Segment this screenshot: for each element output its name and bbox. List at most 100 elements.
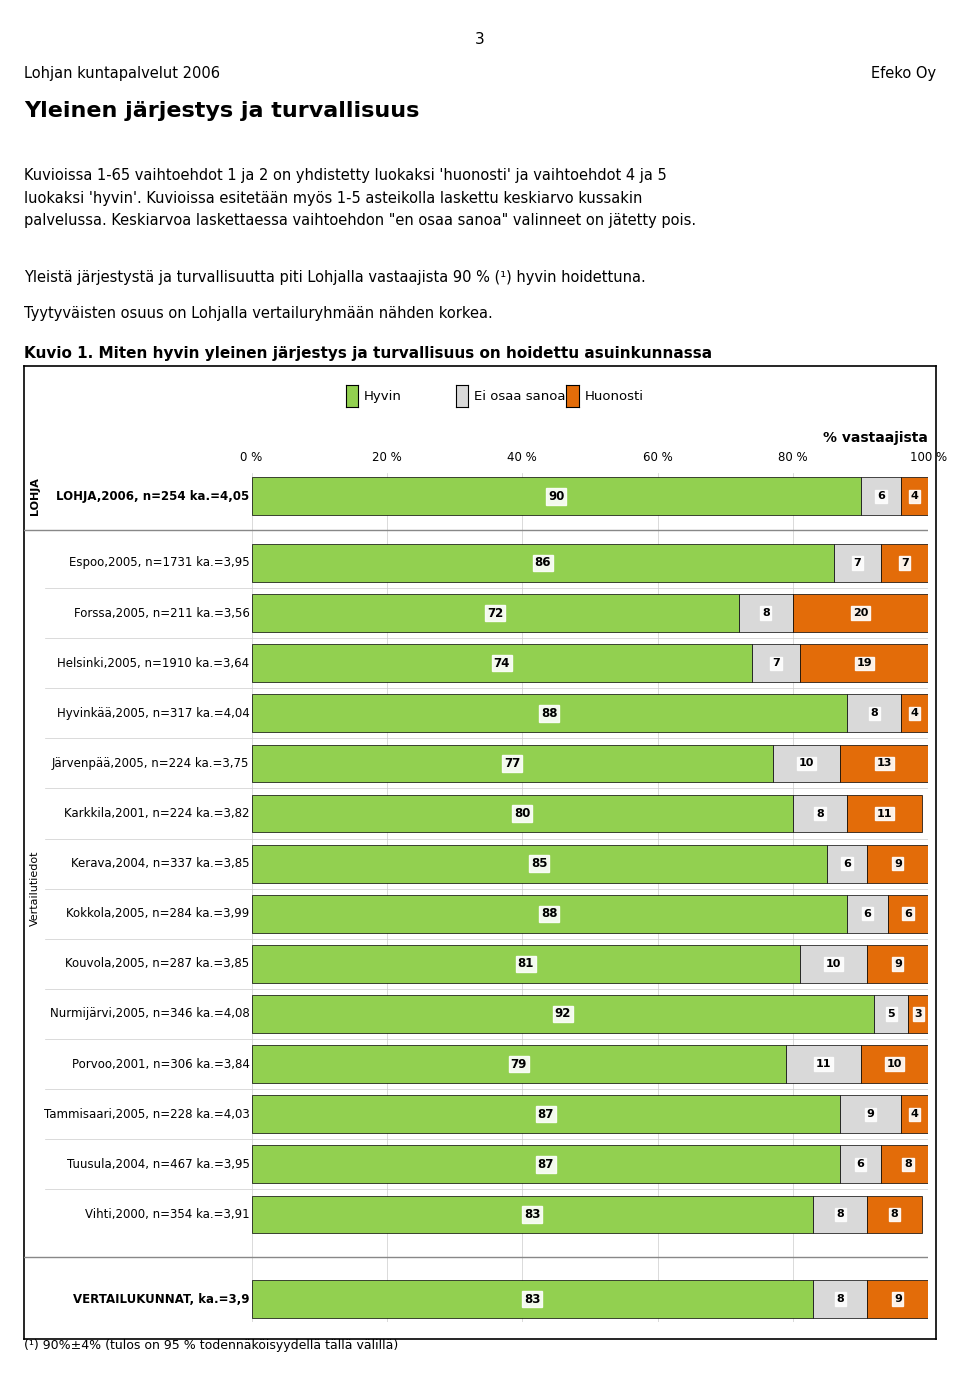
- Bar: [252, 845, 827, 883]
- Text: Kokkola,2005, n=284 ka.=3,99: Kokkola,2005, n=284 ka.=3,99: [66, 907, 250, 920]
- Text: Porvoo,2001, n=306 ka.=3,84: Porvoo,2001, n=306 ka.=3,84: [72, 1057, 250, 1071]
- Bar: [901, 477, 928, 515]
- Bar: [739, 595, 793, 632]
- Bar: [252, 477, 860, 515]
- Text: 10: 10: [799, 759, 814, 769]
- Text: 19: 19: [856, 658, 872, 668]
- Text: 13: 13: [876, 759, 892, 769]
- Bar: [252, 894, 847, 933]
- Bar: [252, 544, 833, 582]
- Text: 9: 9: [894, 858, 901, 868]
- Bar: [868, 1195, 922, 1234]
- Text: 6: 6: [856, 1159, 865, 1169]
- Text: 4: 4: [911, 491, 919, 501]
- Text: 10: 10: [887, 1058, 902, 1070]
- Bar: [881, 1145, 935, 1183]
- Text: Tuusula,2004, n=467 ka.=3,95: Tuusula,2004, n=467 ka.=3,95: [66, 1158, 250, 1170]
- Text: 87: 87: [538, 1108, 554, 1121]
- Text: Hyvinkää,2005, n=317 ka.=4,04: Hyvinkää,2005, n=317 ka.=4,04: [57, 707, 250, 720]
- Text: Kouvola,2005, n=287 ka.=3,85: Kouvola,2005, n=287 ka.=3,85: [65, 958, 250, 970]
- Bar: [847, 694, 901, 733]
- Bar: [793, 595, 928, 632]
- Text: 10: 10: [826, 959, 841, 969]
- Text: Järvenpää,2005, n=224 ka.=3,75: Järvenpää,2005, n=224 ka.=3,75: [52, 758, 250, 770]
- Bar: [881, 544, 928, 582]
- Text: 6: 6: [843, 858, 852, 868]
- Text: Ei osaa sanoa: Ei osaa sanoa: [474, 389, 565, 403]
- Text: 7: 7: [772, 658, 780, 668]
- Text: 20: 20: [852, 609, 869, 618]
- Text: 80: 80: [514, 807, 531, 820]
- Text: Yleistä järjestystä ja turvallisuutta piti Lohjalla vastaajista 90 % (¹) hyvin h: Yleistä järjestystä ja turvallisuutta pi…: [24, 270, 646, 286]
- Bar: [793, 795, 847, 832]
- Text: LOHJA,2006, n=254 ka.=4,05: LOHJA,2006, n=254 ka.=4,05: [57, 490, 250, 502]
- Text: Kuvio 1. Miten hyvin yleinen järjestys ja turvallisuus on hoidettu asuinkunnassa: Kuvio 1. Miten hyvin yleinen järjestys j…: [24, 346, 712, 362]
- Text: 9: 9: [894, 959, 901, 969]
- Bar: [753, 644, 800, 682]
- Bar: [252, 945, 800, 983]
- Bar: [901, 694, 928, 733]
- Text: 9: 9: [894, 1294, 901, 1304]
- Bar: [868, 845, 928, 883]
- Bar: [786, 1045, 860, 1083]
- Bar: [813, 1195, 868, 1234]
- Bar: [252, 1045, 786, 1083]
- Text: Nurmijärvi,2005, n=346 ka.=4,08: Nurmijärvi,2005, n=346 ka.=4,08: [50, 1007, 250, 1020]
- Bar: [252, 1096, 840, 1133]
- Text: (¹) 90%±4% (tulos on 95 % todennäköisyydellä tällä välillä): (¹) 90%±4% (tulos on 95 % todennäköisyyd…: [24, 1340, 398, 1352]
- Text: 6: 6: [904, 909, 912, 919]
- Bar: [773, 745, 840, 782]
- Text: Forssa,2005, n=211 ka.=3,56: Forssa,2005, n=211 ka.=3,56: [74, 607, 250, 620]
- Text: 77: 77: [504, 758, 520, 770]
- Bar: [840, 1145, 881, 1183]
- Bar: [860, 1045, 928, 1083]
- Text: Vihti,2000, n=354 ka.=3,91: Vihti,2000, n=354 ka.=3,91: [84, 1208, 250, 1221]
- Bar: [847, 795, 922, 832]
- Bar: [908, 995, 928, 1032]
- Text: 8: 8: [816, 809, 824, 818]
- Text: Hyvin: Hyvin: [364, 389, 401, 403]
- Text: 83: 83: [524, 1208, 540, 1221]
- Text: Efeko Oy: Efeko Oy: [871, 66, 936, 81]
- Bar: [840, 1096, 901, 1133]
- Bar: [827, 845, 868, 883]
- Bar: [252, 1281, 813, 1318]
- Text: Espoo,2005, n=1731 ka.=3,95: Espoo,2005, n=1731 ka.=3,95: [69, 556, 250, 570]
- Text: 9: 9: [867, 1110, 875, 1119]
- Bar: [252, 694, 847, 733]
- Text: 3: 3: [475, 32, 485, 47]
- Bar: [847, 894, 888, 933]
- Bar: [860, 477, 901, 515]
- Text: Tyytyväisten osuus on Lohjalla vertailuryhmään nähden korkea.: Tyytyväisten osuus on Lohjalla vertailur…: [24, 306, 492, 322]
- Text: 79: 79: [511, 1057, 527, 1071]
- Bar: [901, 1096, 928, 1133]
- Bar: [252, 644, 753, 682]
- Bar: [813, 1281, 868, 1318]
- Bar: [833, 544, 881, 582]
- Text: 74: 74: [493, 657, 510, 669]
- Text: 86: 86: [535, 556, 551, 570]
- Text: Tammisaari,2005, n=228 ka.=4,03: Tammisaari,2005, n=228 ka.=4,03: [44, 1108, 250, 1121]
- Text: 8: 8: [891, 1209, 899, 1220]
- Bar: [868, 945, 928, 983]
- Bar: [252, 1145, 840, 1183]
- Text: 4: 4: [911, 1110, 919, 1119]
- Text: 40 %: 40 %: [508, 451, 537, 464]
- Text: 8: 8: [836, 1294, 844, 1304]
- Text: 90: 90: [548, 490, 564, 502]
- Text: % vastaajista: % vastaajista: [824, 431, 928, 444]
- Bar: [252, 595, 739, 632]
- Text: 8: 8: [904, 1159, 912, 1169]
- Text: 8: 8: [871, 708, 878, 719]
- Text: Vertailutiedot: Vertailutiedot: [30, 851, 39, 926]
- Text: 92: 92: [555, 1007, 571, 1020]
- Text: 81: 81: [517, 958, 534, 970]
- Text: Helsinki,2005, n=1910 ka.=3,64: Helsinki,2005, n=1910 ka.=3,64: [58, 657, 250, 669]
- Text: 8: 8: [836, 1209, 844, 1220]
- Bar: [888, 894, 928, 933]
- Text: 7: 7: [900, 558, 908, 569]
- Text: 88: 88: [541, 907, 558, 920]
- Text: 60 %: 60 %: [643, 451, 672, 464]
- Text: 4: 4: [911, 708, 919, 719]
- Text: 20 %: 20 %: [372, 451, 401, 464]
